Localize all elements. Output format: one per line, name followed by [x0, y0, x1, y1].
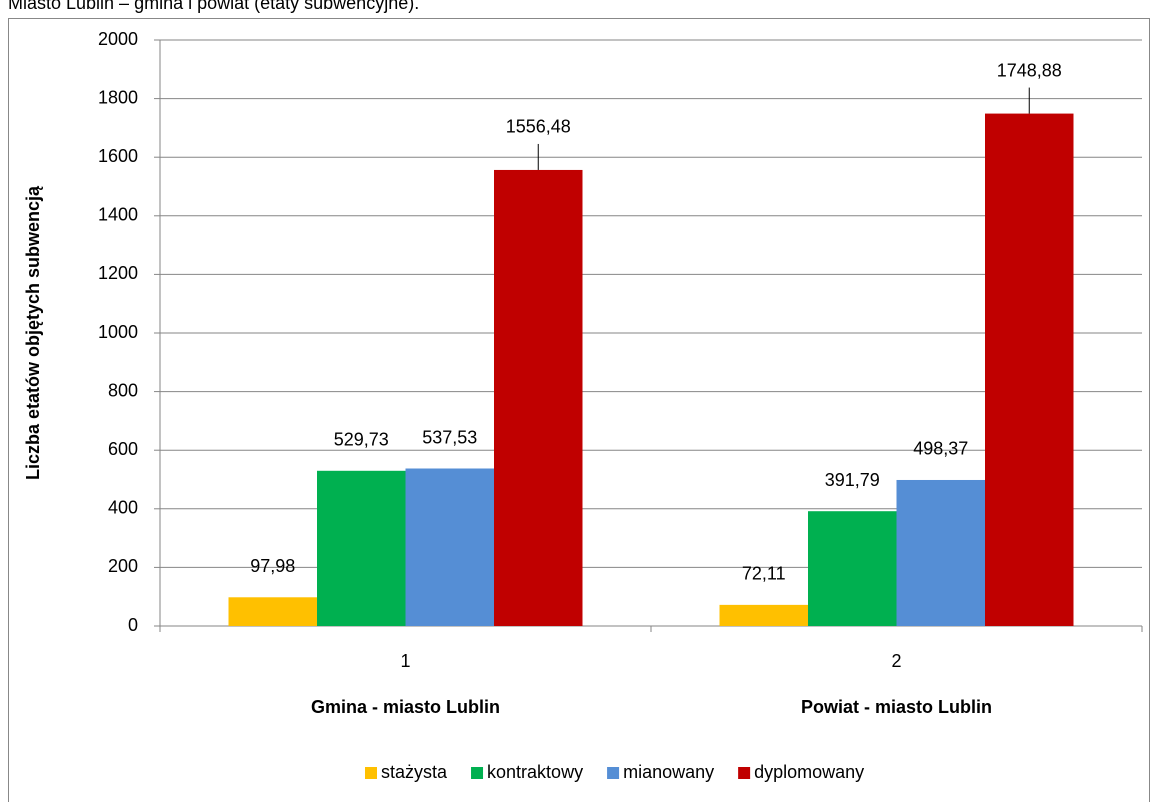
data-label: 537,53	[422, 427, 477, 447]
y-tick-label: 1400	[98, 205, 138, 225]
y-tick-label: 0	[128, 615, 138, 635]
y-tick-label: 600	[108, 439, 138, 459]
bar	[719, 604, 808, 626]
group-label: Gmina - miasto Lublin	[311, 697, 500, 717]
data-label: 529,73	[334, 430, 389, 450]
y-axis-title: Liczba etatów objętych subwencją	[23, 185, 43, 480]
legend-swatch	[471, 767, 484, 779]
y-tick-label: 1800	[98, 87, 138, 107]
y-tick-label: 400	[108, 498, 138, 518]
group-label: Powiat - miasto Lublin	[801, 697, 992, 717]
bar	[228, 597, 317, 626]
data-label: 391,79	[825, 470, 880, 490]
data-label: 498,37	[913, 439, 968, 459]
legend-label: mianowany	[623, 762, 714, 782]
legend-swatch	[365, 767, 377, 779]
legend-swatch	[607, 767, 620, 779]
y-tick-label: 1600	[98, 146, 138, 166]
x-tick-label: 1	[400, 651, 410, 671]
y-tick-label: 200	[108, 556, 138, 576]
data-label: 97,98	[250, 556, 295, 576]
legend-label: stażysta	[381, 762, 448, 782]
legend-label: kontraktowy	[487, 762, 583, 782]
data-label: 1556,48	[506, 117, 571, 137]
y-tick-label: 800	[108, 380, 138, 400]
caption: Miasto Lublin – gmina i powiat (etaty su…	[8, 0, 419, 13]
chart-frame	[8, 18, 1150, 802]
bar	[896, 479, 985, 626]
data-label: 1748,88	[997, 60, 1062, 80]
x-tick-label: 2	[891, 651, 901, 671]
y-tick-label: 1000	[98, 322, 138, 342]
bar	[808, 511, 897, 626]
bar	[405, 468, 494, 626]
legend-label: dyplomowany	[754, 762, 864, 782]
legend-swatch	[738, 767, 751, 779]
y-tick-label: 1200	[98, 263, 138, 283]
y-tick-label: 2000	[98, 29, 138, 49]
bar	[494, 169, 583, 626]
bar	[317, 470, 406, 626]
bar	[985, 113, 1074, 626]
data-label: 72,11	[742, 564, 786, 584]
